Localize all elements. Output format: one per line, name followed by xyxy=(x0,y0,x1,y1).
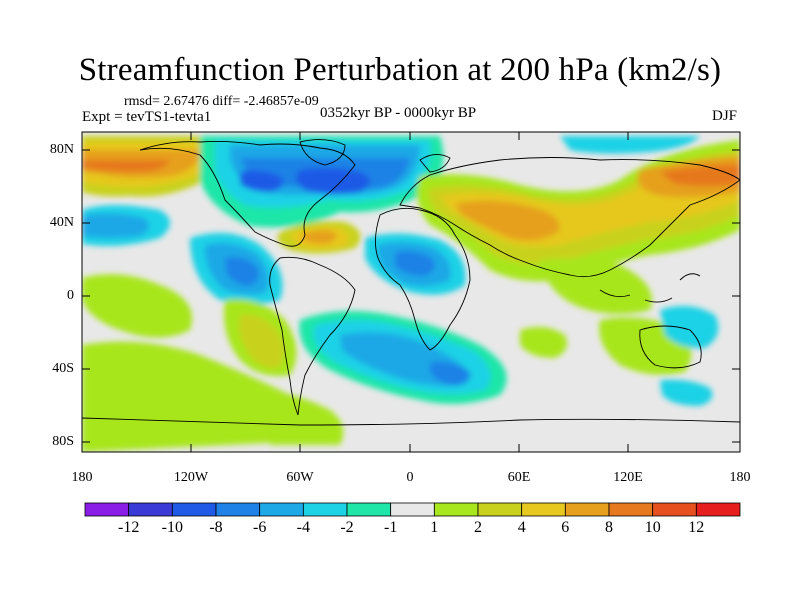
colorbar-swatch xyxy=(433,502,479,517)
experiment-label: Expt = tevTS1-tevta1 xyxy=(82,109,212,125)
colorbar-swatch xyxy=(346,502,392,517)
season-label: DJF xyxy=(712,108,738,124)
lon-label-120w: 120W xyxy=(173,470,209,485)
colorbar-swatch xyxy=(84,502,130,517)
lon-label-180w: 180 xyxy=(71,470,93,485)
lon-label-0: 0 xyxy=(406,470,414,485)
colorbar-label: 10 xyxy=(644,519,661,536)
colorbar-label: -10 xyxy=(161,519,183,536)
colorbar-label: -1 xyxy=(384,519,398,536)
colorbar-label: 6 xyxy=(561,519,570,536)
colorbar-label: -2 xyxy=(340,519,354,536)
colorbar-label: 2 xyxy=(474,519,482,536)
period-label: 0352kyr BP - 0000kyr BP xyxy=(320,105,477,121)
lon-label-60w: 60W xyxy=(286,470,314,485)
lat-label-80n: 80N xyxy=(49,142,74,157)
colorbar-label: -8 xyxy=(209,519,223,536)
colorbar-label: -6 xyxy=(253,519,267,536)
lon-label-120e: 120E xyxy=(613,470,643,485)
greenland-coast xyxy=(299,139,346,166)
colorbar-swatch xyxy=(521,502,566,517)
axis-ticks xyxy=(82,132,740,452)
australia-coast xyxy=(639,325,702,369)
colorbar-label: -4 xyxy=(296,519,310,536)
lat-label-40n: 40N xyxy=(49,215,74,230)
lon-label-60e: 60E xyxy=(507,470,531,485)
colorbar-swatch xyxy=(477,502,523,517)
maritime-continent-coast xyxy=(599,273,701,303)
scandinavia-coast xyxy=(419,154,451,173)
antarctica-coast xyxy=(82,417,740,426)
lon-label-180e: 180 xyxy=(729,470,751,485)
colorbar-swatch xyxy=(652,502,697,517)
lat-label-0: 0 xyxy=(67,288,74,303)
colorbar-swatch xyxy=(608,502,654,517)
colorbar-label: 1 xyxy=(430,519,439,536)
colorbar-swatch xyxy=(128,502,173,517)
colorbar-swatch xyxy=(259,502,304,517)
colorbar-swatch xyxy=(215,502,261,517)
colorbar-swatch xyxy=(695,502,741,517)
contour-field xyxy=(82,132,740,452)
colorbar-swatch xyxy=(390,502,435,517)
south-america-coast xyxy=(269,256,356,416)
eurasia-coast xyxy=(399,157,740,278)
map-title: Streamfunction Perturbation at 200 hPa (… xyxy=(78,52,722,88)
colorbar-label: 4 xyxy=(517,519,526,536)
lat-label-40s: 40S xyxy=(52,361,74,376)
colorbar xyxy=(84,502,741,517)
colorbar-label: -12 xyxy=(118,519,140,536)
colorbar-label: 12 xyxy=(688,519,705,536)
colorbar-swatch xyxy=(564,502,610,517)
coastlines xyxy=(82,139,740,426)
north-america-coast xyxy=(139,140,356,247)
colorbar-swatch xyxy=(302,502,348,517)
lat-label-80s: 80S xyxy=(52,434,74,449)
africa-coast xyxy=(375,207,471,351)
stats-label: rmsd= 2.67476 diff= -2.46857e-09 xyxy=(124,94,319,109)
colorbar-label: 8 xyxy=(605,519,613,536)
map-frame xyxy=(81,131,741,453)
colorbar-swatch xyxy=(171,502,217,517)
